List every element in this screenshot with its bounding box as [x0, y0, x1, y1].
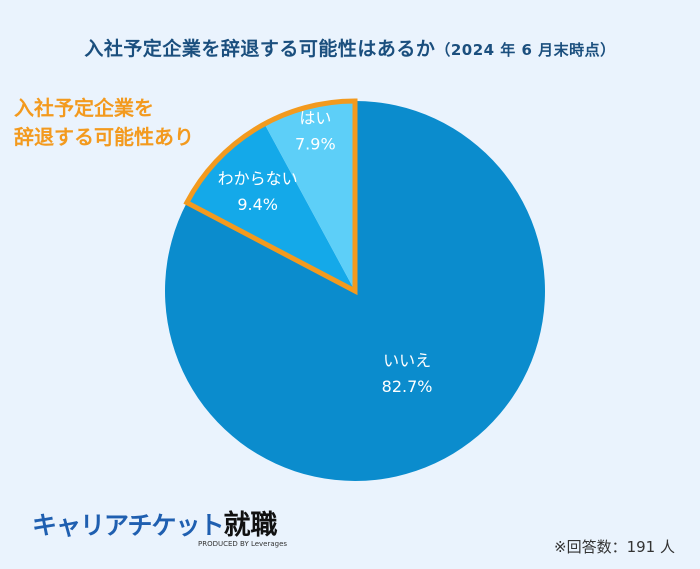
slice-value-1: 9.4%: [237, 195, 278, 214]
slice-label-2: はい: [299, 108, 331, 127]
pie-slice-2: [264, 101, 355, 291]
pie-slice-1: [186, 123, 355, 291]
annotation-line2: 辞退する可能性あり: [14, 125, 194, 149]
slice-label-0: いいえ: [383, 351, 431, 370]
subtitle-text: （2024 年 6 月末時点）: [435, 41, 616, 59]
title-text: 入社予定企業を辞退する可能性はあるか: [84, 38, 436, 60]
slice-label-1: わからない: [218, 169, 298, 188]
annotation-line1: 入社予定企業を: [14, 96, 154, 120]
logo: キャリアチケット就職 PRODUCED BY Leverages: [32, 503, 287, 548]
respondents-note: ※回答数：191 人: [554, 538, 675, 556]
logo-produced-by: PRODUCED BY Leverages: [198, 540, 288, 548]
chart-title: 入社予定企業を辞退する可能性はあるか（2024 年 6 月末時点）: [0, 34, 700, 61]
slice-value-2: 7.9%: [295, 134, 336, 153]
logo-brand2: 就職: [223, 510, 278, 541]
highlight-annotation: 入社予定企業を 辞退する可能性あり: [14, 94, 194, 152]
logo-brand: キャリアチケット: [32, 511, 225, 540]
slice-value-0: 82.7%: [382, 377, 433, 396]
highlight-outline: [183, 98, 358, 296]
